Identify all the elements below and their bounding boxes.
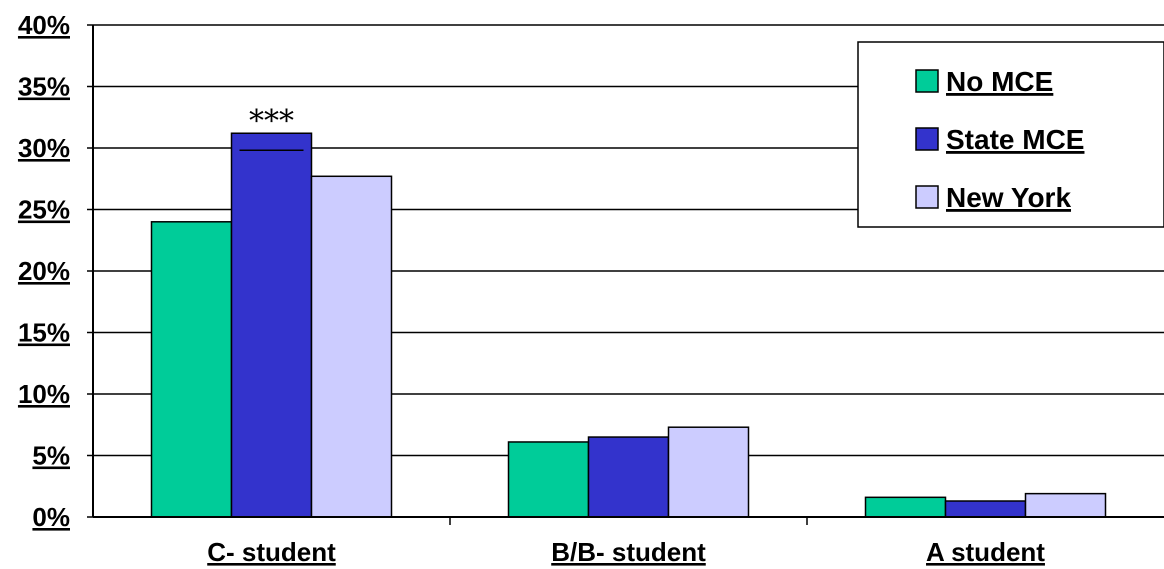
bar-state-mce: [587, 436, 670, 518]
category-label: A student: [926, 537, 1045, 567]
category-label: B/B- student: [551, 537, 706, 567]
legend-label: State MCE: [946, 124, 1084, 155]
bar-state-mce: [944, 500, 1027, 518]
bars: [150, 132, 1107, 518]
y-tick-label: 15%: [18, 318, 70, 348]
bar-new-york: [310, 175, 393, 518]
y-tick-labels: 0% 5% 10% 15% 20% 25% 30% 35% 40%: [18, 10, 70, 532]
significance-marker: ***: [249, 104, 294, 139]
bar-state-mce: [230, 132, 313, 518]
bar-no-mce: [150, 221, 233, 518]
category-label: C- student: [207, 537, 336, 567]
bar-no-mce: [864, 496, 947, 518]
bar-new-york: [667, 426, 750, 518]
legend: No MCE State MCE New York: [857, 41, 1164, 228]
y-tick-label: 25%: [18, 195, 70, 225]
annotations: ***: [239, 104, 304, 151]
legend-swatch: [915, 185, 939, 209]
y-tick-label: 5%: [32, 441, 70, 471]
legend-swatch: [915, 69, 939, 93]
y-tick-label: 30%: [18, 133, 70, 163]
bar-new-york: [1024, 492, 1107, 518]
bar-no-mce: [507, 441, 590, 518]
legend-swatch: [915, 127, 939, 151]
y-tick-label: 40%: [18, 10, 70, 40]
legend-label: New York: [946, 182, 1071, 213]
y-tick-label: 10%: [18, 379, 70, 409]
legend-box: [857, 41, 1164, 228]
legend-label: No MCE: [946, 66, 1053, 97]
y-tick-label: 35%: [18, 72, 70, 102]
y-tick-label: 20%: [18, 256, 70, 286]
y-tick-label: 0%: [32, 502, 70, 532]
axes: [92, 25, 1164, 525]
category-labels: C- student B/B- student A student: [207, 537, 1045, 567]
